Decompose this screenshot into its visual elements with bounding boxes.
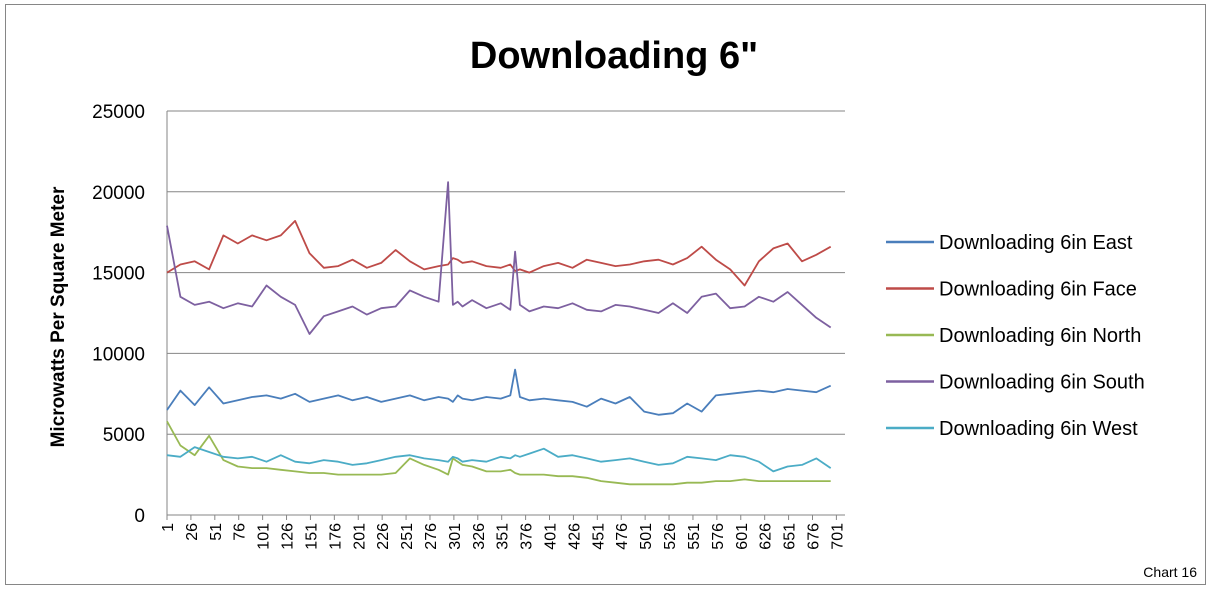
- x-tick-label: 26: [184, 523, 201, 541]
- x-tick-label: 101: [256, 523, 273, 550]
- y-tick-label: 15000: [92, 264, 145, 285]
- y-tick-label: 5000: [103, 425, 145, 446]
- series-group: [166, 181, 832, 486]
- legend: Downloading 6in East Downloading 6in Face…: [886, 232, 1145, 440]
- x-tick-label: 201: [351, 523, 368, 550]
- x-tick-label: 351: [495, 523, 512, 550]
- x-tick-label: 501: [638, 523, 655, 550]
- legend-label-5: Downloading 6in West: [939, 418, 1138, 440]
- chart-area: Downloading 6" Microwatts Per Square Met…: [5, 4, 1206, 585]
- x-tick-label: 251: [399, 523, 416, 550]
- series-line-1: [166, 368, 832, 416]
- x-tick-label: 401: [543, 523, 560, 550]
- chart-title: Downloading 6": [470, 35, 758, 77]
- x-tick-label: 551: [686, 523, 703, 550]
- x-tick-label: 651: [782, 523, 799, 550]
- gridlines: [167, 110, 845, 516]
- y-tick-label: 0: [134, 506, 145, 527]
- x-tick-label: 51: [208, 523, 225, 541]
- series-line-2: [166, 219, 832, 287]
- chart-number-label: Chart 16: [1143, 564, 1197, 580]
- x-tick-label: 126: [280, 523, 297, 550]
- x-tick-label: 301: [447, 523, 464, 550]
- y-tick-label: 20000: [92, 183, 145, 204]
- series-line-3: [166, 420, 831, 486]
- legend-label-1: Downloading 6in East: [939, 232, 1133, 254]
- legend-label-2: Downloading 6in Face: [939, 279, 1137, 301]
- x-tick-label: 476: [614, 523, 631, 550]
- x-tick-label: 601: [734, 523, 751, 550]
- x-tick-label: 151: [303, 523, 320, 550]
- chart-svg: Downloading 6" Microwatts Per Square Met…: [48, 35, 1145, 550]
- x-tick-label: 576: [710, 523, 727, 550]
- x-tick-label: 526: [662, 523, 679, 550]
- x-tick-label: 76: [232, 523, 249, 541]
- x-tick-label: 326: [471, 523, 488, 550]
- y-tick-label: 10000: [92, 344, 145, 365]
- x-tick-label: 451: [590, 523, 607, 550]
- x-tick-label: 376: [519, 523, 536, 550]
- x-tick-label: 226: [375, 523, 392, 550]
- series-line-4: [166, 181, 832, 335]
- x-tick-label: 176: [327, 523, 344, 550]
- x-tick-label: 426: [566, 523, 583, 550]
- legend-label-3: Downloading 6in North: [939, 325, 1141, 347]
- x-tick-label: 701: [829, 523, 846, 550]
- x-tick-label: 676: [805, 523, 822, 550]
- legend-label-4: Downloading 6in South: [939, 372, 1145, 394]
- x-tick-label: 626: [758, 523, 775, 550]
- x-tick-label: 276: [423, 523, 440, 550]
- y-axis-label: Microwatts Per Square Meter: [48, 186, 69, 447]
- series-line-5: [166, 446, 832, 473]
- y-tick-label: 25000: [92, 102, 145, 123]
- x-tick-label: 1: [160, 523, 177, 532]
